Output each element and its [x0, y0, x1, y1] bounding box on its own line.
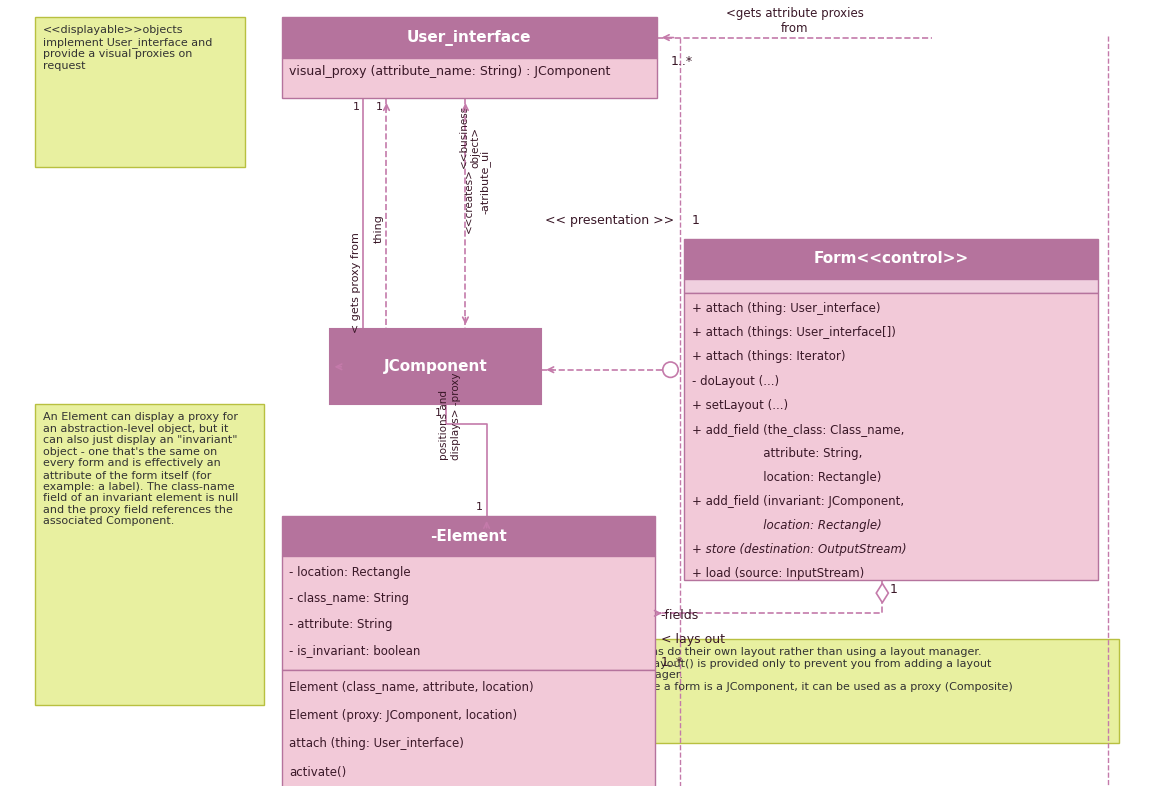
Text: Element (class_name, attribute, location): Element (class_name, attribute, location… [289, 680, 534, 692]
Bar [684, 292, 1099, 579]
Bar [282, 17, 657, 57]
Text: Form<<control>>: Form<<control>> [813, 252, 969, 266]
Text: location: Rectangle): location: Rectangle) [691, 471, 882, 484]
Text: 1: 1 [691, 215, 699, 227]
Polygon shape [876, 583, 889, 603]
Text: positions and
displays> -proxy: positions and displays> -proxy [440, 373, 461, 461]
Text: -Element: -Element [430, 529, 507, 544]
Bar [329, 329, 542, 404]
Text: Element (proxy: JComponent, location): Element (proxy: JComponent, location) [289, 709, 517, 722]
Text: attach (thing: User_interface): attach (thing: User_interface) [289, 737, 464, 751]
Bar [35, 17, 245, 167]
Text: Forms do their own layout rather than using a layout manager.
setLayout() is pro: Forms do their own layout rather than us… [630, 647, 1013, 692]
Text: 1: 1 [890, 583, 898, 597]
Text: + load (source: InputStream): + load (source: InputStream) [691, 567, 864, 580]
Text: visual_proxy (attribute_name: String) : JComponent: visual_proxy (attribute_name: String) : … [289, 65, 610, 79]
Bar [35, 404, 264, 705]
Bar [684, 279, 1099, 292]
Bar [623, 639, 1119, 744]
Text: + add_field (the_class: Class_name,: + add_field (the_class: Class_name, [691, 423, 904, 435]
Text: 1: 1 [376, 102, 383, 112]
Text: < gets proxy from: < gets proxy from [350, 232, 361, 333]
Text: - doLayout (...): - doLayout (...) [691, 374, 778, 387]
Text: 1: 1 [435, 408, 442, 418]
Text: + attach (things: Iterator): + attach (things: Iterator) [691, 351, 846, 363]
Text: - attribute: String: - attribute: String [289, 618, 393, 631]
Text: <<creates>: <<creates> [464, 168, 474, 233]
Bar [282, 556, 655, 670]
Text: 1..*: 1..* [661, 656, 683, 669]
Text: - location: Rectangle: - location: Rectangle [289, 566, 411, 579]
Text: 1: 1 [476, 502, 483, 512]
Text: + setLayout (...): + setLayout (...) [691, 399, 788, 412]
Text: <gets attribute proxies
from: <gets attribute proxies from [726, 7, 864, 35]
Text: << presentation >>: << presentation >> [545, 215, 674, 227]
Text: User_interface: User_interface [407, 30, 531, 46]
Text: + store (destination: OutputStream): + store (destination: OutputStream) [691, 543, 906, 556]
Text: + attach (things: User_interface[]): + attach (things: User_interface[]) [691, 326, 896, 340]
Text: < lays out: < lays out [661, 633, 725, 645]
Text: attribute: String,: attribute: String, [691, 446, 862, 460]
Text: JComponent: JComponent [384, 359, 487, 374]
Text: 1: 1 [353, 102, 360, 112]
Bar [282, 670, 655, 786]
Bar [282, 57, 657, 98]
Bar [684, 239, 1099, 279]
Circle shape [662, 362, 679, 377]
Text: + add_field (invariant: JComponent,: + add_field (invariant: JComponent, [691, 495, 904, 508]
Text: <<displayable>>objects
implement User_interface and
provide a visual proxies on
: <<displayable>>objects implement User_in… [43, 25, 212, 71]
Text: -atribute_ui: -atribute_ui [479, 149, 491, 214]
Text: -fields: -fields [661, 609, 699, 623]
Text: <<business
object>: <<business object> [458, 105, 480, 167]
Text: location: Rectangle): location: Rectangle) [691, 519, 882, 532]
Text: - is_invariant: boolean: - is_invariant: boolean [289, 644, 421, 657]
Text: + attach (thing: User_interface): + attach (thing: User_interface) [691, 303, 880, 315]
Text: - class_name: String: - class_name: String [289, 592, 409, 605]
Text: thing: thing [374, 214, 384, 243]
Text: activate(): activate() [289, 766, 347, 780]
Text: An Element can display a proxy for
an abstraction-level object, but it
can also : An Element can display a proxy for an ab… [43, 412, 238, 527]
Text: 1..*: 1..* [670, 55, 693, 68]
Bar [282, 516, 655, 556]
